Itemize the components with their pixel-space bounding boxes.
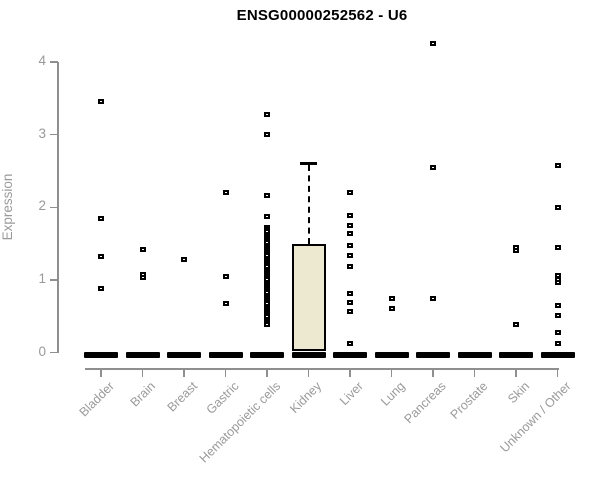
x-tick-label: Unknown / Other xyxy=(497,379,574,456)
median-bar xyxy=(540,352,575,358)
median-bar xyxy=(333,352,367,358)
outlier-point xyxy=(554,302,561,308)
median-bar xyxy=(125,352,160,358)
outlier-point xyxy=(347,299,353,305)
x-tick-label: Brain xyxy=(127,379,159,410)
outlier-point xyxy=(554,204,561,210)
outlier-point xyxy=(264,193,270,199)
x-tick xyxy=(432,369,434,377)
median-bar xyxy=(208,352,243,358)
outlier-point xyxy=(554,162,561,168)
x-tick xyxy=(473,369,476,377)
x-tick-label: Prostate xyxy=(447,379,491,422)
x-tick-label: Bladder xyxy=(76,379,117,420)
outlier-point xyxy=(430,164,436,170)
x-tick-label: Liver xyxy=(336,379,366,409)
outlier-point xyxy=(554,245,561,251)
outlier-point xyxy=(554,340,561,346)
outlier-point xyxy=(347,253,353,259)
y-tick xyxy=(50,351,58,354)
outlier-point xyxy=(181,257,187,263)
x-tick xyxy=(183,369,185,377)
outlier-point xyxy=(139,275,146,281)
y-tick xyxy=(50,133,58,136)
outlier-point xyxy=(554,329,561,335)
x-tick-label: Gastric xyxy=(203,379,242,417)
x-tick xyxy=(266,369,268,377)
outlier-point xyxy=(347,308,353,314)
outlier-point xyxy=(513,248,519,254)
y-tick-label: 1 xyxy=(38,270,46,286)
box xyxy=(291,243,326,352)
median-bar xyxy=(457,352,492,358)
outlier-point xyxy=(98,98,104,104)
outlier-point xyxy=(554,312,561,318)
outlier-point xyxy=(139,246,146,252)
median-bar xyxy=(250,352,284,358)
x-tick-label: Breast xyxy=(164,379,200,415)
outlier-point xyxy=(264,111,270,117)
outlier-point xyxy=(347,242,353,248)
outlier-point xyxy=(347,230,353,236)
outlier-point xyxy=(264,132,270,138)
outlier-point xyxy=(554,280,561,286)
outlier-point xyxy=(222,273,229,279)
y-tick xyxy=(50,61,58,63)
y-tick-label: 3 xyxy=(38,125,46,141)
outlier-point xyxy=(98,216,104,222)
outlier-point xyxy=(554,276,561,282)
x-tick xyxy=(390,369,393,377)
median-bar xyxy=(291,352,326,358)
outlier-point xyxy=(554,273,561,279)
x-tick xyxy=(349,369,351,377)
outlier-point xyxy=(388,296,395,302)
x-tick xyxy=(515,369,517,377)
x-tick xyxy=(141,369,144,377)
x-tick-label: Hematopoietic cells xyxy=(196,379,283,466)
outlier-point xyxy=(513,245,519,251)
outlier-point xyxy=(513,321,519,327)
outlier-point xyxy=(430,296,436,302)
x-tick xyxy=(307,369,310,377)
x-tick-label: Kidney xyxy=(287,379,325,416)
outlier-point xyxy=(347,190,353,196)
outlier-point xyxy=(139,272,146,278)
outlier-point xyxy=(98,254,104,260)
outlier-point xyxy=(347,212,353,218)
y-tick xyxy=(50,279,58,281)
outlier-point xyxy=(264,322,270,328)
outlier-point xyxy=(388,306,395,312)
median-bar xyxy=(374,352,409,358)
y-tick xyxy=(50,206,58,209)
x-tick-label: Pancreas xyxy=(401,379,449,427)
whisker-line xyxy=(307,164,310,244)
outlier-point xyxy=(347,291,353,297)
outlier-point xyxy=(347,340,353,346)
median-bar xyxy=(84,352,118,358)
whisker-cap xyxy=(300,162,317,166)
outlier-point xyxy=(347,222,353,228)
y-tick-label: 4 xyxy=(38,53,46,69)
x-tick xyxy=(224,369,227,377)
y-tick-label: 2 xyxy=(38,198,46,214)
chart-title: ENSG00000252562 - U6 xyxy=(236,7,408,24)
outlier-point xyxy=(222,189,229,195)
outlier-point xyxy=(430,40,436,46)
y-tick-label: 0 xyxy=(38,343,46,359)
x-axis-line xyxy=(85,368,559,370)
outlier-point xyxy=(264,213,270,219)
outlier-point xyxy=(98,286,104,292)
median-bar xyxy=(416,352,450,358)
y-axis-line xyxy=(57,62,59,353)
median-bar xyxy=(167,352,201,358)
median-bar xyxy=(499,352,533,358)
outlier-point xyxy=(222,300,229,306)
x-tick xyxy=(100,369,102,377)
x-tick-label: Skin xyxy=(504,379,532,407)
outlier-point xyxy=(347,264,353,270)
x-tick xyxy=(556,369,559,377)
x-tick-label: Lung xyxy=(377,379,408,409)
